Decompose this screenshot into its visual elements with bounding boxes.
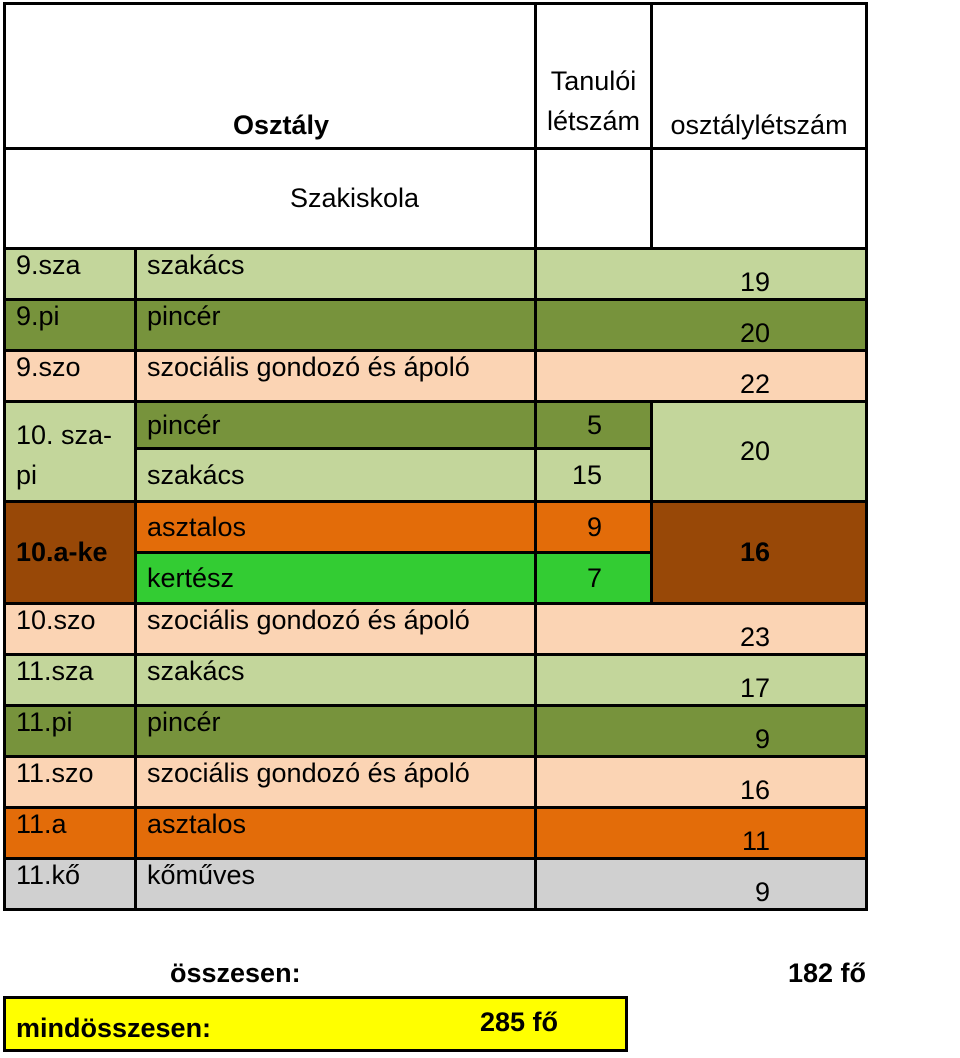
class-code: 10. sza-pi xyxy=(3,400,137,503)
class-name: kőműves xyxy=(134,857,537,911)
table-row: 11.sza szakács 17 xyxy=(3,653,869,707)
class-code: 9.pi xyxy=(3,298,137,352)
subheader-empty xyxy=(3,147,136,250)
class-name: szociális gondozó és ápoló xyxy=(134,602,537,656)
sub-class-tanuloi: 7 xyxy=(533,551,654,605)
class-count: 11 xyxy=(651,806,869,860)
sub-class-tanuloi: 5 xyxy=(533,400,654,450)
class-count: 17 xyxy=(651,653,869,707)
class-count: 16 xyxy=(651,755,869,809)
class-code: 9.sza xyxy=(3,247,137,301)
class-code: 11.pi xyxy=(3,704,137,758)
sub-class-tanuloi: 9 xyxy=(533,500,654,554)
sub-class-name: szakács xyxy=(134,447,537,503)
subheader-row: Szakiskola xyxy=(3,147,869,250)
subheader-szakiskola: Szakiskola xyxy=(135,147,537,250)
table-row: 11.szo szociális gondozó és ápoló 16 xyxy=(3,755,869,809)
class-code: 11.szo xyxy=(3,755,137,809)
table-header-row: Osztály Tanulói létszám osztálylétszám xyxy=(3,2,869,150)
subheader-empty-4 xyxy=(650,147,869,250)
table-row: 10.szo szociális gondozó és ápoló 23 xyxy=(3,602,869,656)
class-code: 11.kő xyxy=(3,857,137,911)
class-count: 16 xyxy=(650,500,869,605)
class-count: 20 xyxy=(650,400,869,503)
mindosszesen-value: 285 fő xyxy=(480,1007,559,1037)
table-row: 9.sza szakács 19 xyxy=(3,247,869,301)
sub-class-name: asztalos xyxy=(134,500,537,554)
header-osztalyletszam: osztálylétszám xyxy=(650,2,869,150)
class-count: 9 xyxy=(651,704,869,758)
mindosszesen-label: mindösszesen: xyxy=(16,1013,212,1043)
class-count: 22 xyxy=(651,349,869,403)
class-count: 9 xyxy=(651,857,869,911)
table-row: 9.pi pincér 20 xyxy=(3,298,869,352)
class-name: szociális gondozó és ápoló xyxy=(134,349,537,403)
header-osztaly: Osztály xyxy=(3,2,537,150)
table-row: 11.pi pincér 9 xyxy=(3,704,869,758)
table-row: 11.kő kőműves 9 xyxy=(3,857,869,911)
table-row: 9.szo szociális gondozó és ápoló 22 xyxy=(3,349,869,403)
header-tanuloi-line1: Tanulói xyxy=(550,66,637,96)
class-code: 9.szo xyxy=(3,349,137,403)
header-tanuloi-letszam: Tanulói létszám xyxy=(533,2,654,150)
table-row-split: 10. sza-pi pincér 5 20 xyxy=(3,400,869,503)
class-name: szakács xyxy=(134,247,537,301)
table-row-split: kertész 7 xyxy=(5,551,867,605)
class-code: 10.a-ke xyxy=(3,500,137,605)
class-name: asztalos xyxy=(134,806,537,860)
osszesen-label: összesen: xyxy=(170,958,301,988)
header-tanuloi-line2: létszám xyxy=(547,106,641,136)
class-name: pincér xyxy=(134,298,537,352)
osszesen-value: 182 fő xyxy=(788,958,867,988)
table-row: 11.a asztalos 11 xyxy=(3,806,869,860)
sub-class-name: pincér xyxy=(134,400,537,450)
class-count: 19 xyxy=(651,247,869,301)
subheader-empty-3 xyxy=(533,147,654,250)
mindosszesen-box: mindösszesen: 285 fő xyxy=(3,996,628,1052)
table-row-split: szakács 15 xyxy=(5,447,867,503)
class-name: szakács xyxy=(134,653,537,707)
class-count: 23 xyxy=(651,602,869,656)
sub-class-tanuloi: 15 xyxy=(533,447,654,503)
class-name: pincér xyxy=(134,704,537,758)
class-code: 11.sza xyxy=(3,653,137,707)
table-row-split: 10.a-ke asztalos 9 16 xyxy=(3,500,869,605)
sub-class-name: kertész xyxy=(134,551,537,605)
class-count: 20 xyxy=(651,298,869,352)
class-name: szociális gondozó és ápoló xyxy=(134,755,537,809)
class-code: 11.a xyxy=(3,806,137,860)
class-code: 10.szo xyxy=(3,602,137,656)
class-table: Osztály Tanulói létszám osztálylétszám S… xyxy=(3,2,869,911)
